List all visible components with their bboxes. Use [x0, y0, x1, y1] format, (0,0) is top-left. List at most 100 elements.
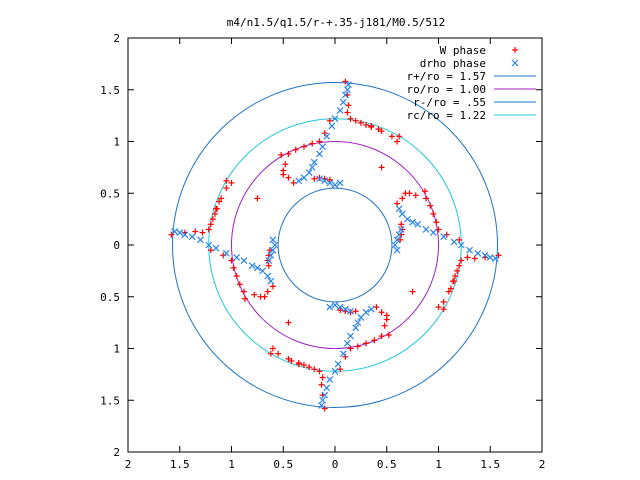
y-tick-label: 2	[113, 32, 120, 45]
w-phase-point	[220, 252, 227, 259]
drho-phase-point	[450, 238, 458, 246]
w-phase-point	[385, 332, 392, 339]
drho-phase-point	[305, 169, 313, 176]
y-tick-label: 1	[113, 343, 120, 356]
w-phase-point	[326, 117, 333, 124]
w-phase-point	[368, 122, 375, 129]
w-phase-point	[285, 174, 292, 181]
w-phase-point	[354, 343, 361, 350]
w-phase-point	[352, 117, 359, 124]
w-phase-point	[396, 133, 403, 140]
drho-phase-point	[248, 262, 256, 270]
w-phase-point	[399, 195, 406, 202]
w-phase-point	[280, 167, 287, 174]
w-phase-point	[352, 308, 359, 315]
drho-phase-point	[345, 81, 352, 88]
drho-phase-point	[336, 303, 344, 311]
drho-phase-point	[347, 332, 354, 340]
drho-phase-point	[212, 244, 220, 252]
w-phase-point	[423, 195, 430, 202]
drho-phase-point	[321, 391, 329, 399]
reference-circle	[277, 187, 393, 303]
w-phase-point	[207, 247, 214, 254]
y-tick-label: 2	[113, 446, 120, 459]
drho-phase-point	[391, 241, 399, 249]
drho-phase-point	[197, 236, 204, 244]
drho-phase-point	[176, 229, 184, 237]
w-phase-point	[383, 316, 390, 323]
legend-label: W phase	[440, 44, 486, 57]
reference-circles	[172, 82, 498, 408]
drho-phase-point	[481, 251, 489, 259]
drho-phase-point	[339, 350, 347, 358]
w-phase-point	[452, 273, 459, 280]
drho-phase-point	[326, 376, 334, 383]
w-phase-point	[265, 262, 272, 269]
w-phase-point	[236, 281, 243, 288]
w-phase-point	[378, 333, 385, 340]
drho-phase-point	[267, 251, 275, 259]
w-phase-point	[394, 200, 401, 207]
drho-phase-point	[362, 308, 370, 316]
w-phase-point	[445, 288, 452, 295]
w-phase-point	[223, 177, 230, 184]
drho-phase-point	[398, 210, 406, 218]
w-phase-point	[399, 226, 406, 233]
x-tick-label: 1	[435, 458, 442, 471]
w-phase-point	[216, 198, 223, 205]
w-phase-point	[342, 78, 349, 85]
w-phase-point	[388, 133, 395, 140]
w-phase-point	[311, 366, 318, 373]
w-phase-point	[251, 291, 258, 298]
y-tick-label: 1.5	[100, 394, 120, 407]
x-tick-label: 0.5	[273, 458, 293, 471]
drho-phase-point	[347, 307, 354, 315]
legend-label: r+/ro = 1.57	[407, 70, 486, 83]
w-phase-point	[267, 350, 274, 357]
w-phase-point	[345, 102, 352, 109]
w-phase-point	[381, 322, 388, 329]
drho-phase-point	[267, 277, 275, 285]
drho-phase-point	[316, 150, 323, 158]
w-phase-point	[240, 288, 247, 295]
w-phase-point	[168, 231, 175, 238]
w-phase-point	[409, 288, 416, 295]
w-phase-point	[440, 306, 447, 313]
w-phase-point	[278, 151, 285, 158]
drho-phase-point	[188, 233, 196, 241]
w-phase-point	[209, 216, 216, 223]
w-phase-point	[371, 337, 378, 344]
w-phase-point	[223, 185, 230, 192]
drho-phase-point	[354, 319, 362, 327]
drho-phase-point	[264, 272, 272, 280]
drho-phase-point	[486, 253, 494, 261]
w-phase-point	[458, 257, 465, 264]
drho-phase-point	[395, 205, 403, 213]
drho-phase-point	[300, 174, 308, 182]
drho-phase-point	[343, 339, 351, 347]
w-phase-point	[316, 174, 323, 181]
drho-phase-point	[323, 132, 331, 140]
w-phase-point	[311, 175, 318, 182]
drho-phase-point	[259, 267, 266, 275]
w-phase-point	[233, 273, 240, 280]
w-phase-point	[228, 179, 235, 186]
drho-phase-point	[339, 98, 347, 106]
w-phase-point	[347, 115, 354, 122]
w-phase-point	[430, 210, 437, 217]
drho-phase-point	[318, 402, 325, 409]
drho-phase-point	[269, 246, 277, 254]
drho-phase-point	[341, 305, 349, 313]
w-phase-point	[309, 140, 316, 147]
w-phase-point	[300, 143, 307, 150]
w-phase-point	[214, 205, 221, 212]
w-phase-point	[318, 381, 325, 388]
w-phase-point	[282, 161, 289, 168]
drho-phase-point	[422, 226, 430, 233]
drho-phase-point	[429, 229, 437, 237]
drho-phase-point	[328, 122, 336, 130]
w-phase-point	[495, 252, 502, 259]
legend-label: r-/ro = .55	[413, 96, 486, 109]
w-phase-point	[373, 304, 380, 311]
